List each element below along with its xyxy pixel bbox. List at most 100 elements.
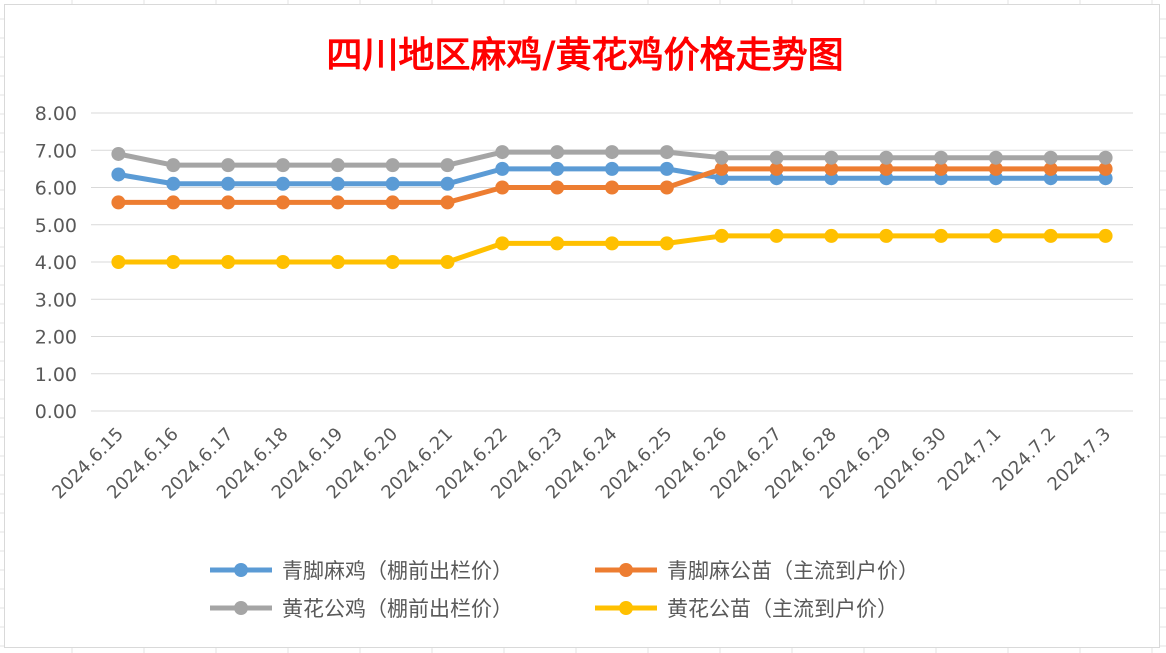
y-tick-label: 4.00: [35, 252, 77, 274]
data-point[interactable]: [934, 228, 949, 243]
data-point[interactable]: [988, 228, 1003, 243]
data-point[interactable]: [1043, 228, 1058, 243]
data-point[interactable]: [440, 158, 455, 173]
chart-title: 四川地区麻鸡/黄花鸡价格走势图: [326, 34, 843, 76]
legend-marker: [619, 563, 633, 577]
data-point[interactable]: [550, 236, 565, 251]
data-point[interactable]: [166, 195, 181, 210]
data-point[interactable]: [495, 180, 510, 195]
data-point[interactable]: [275, 195, 290, 210]
data-point[interactable]: [495, 161, 510, 176]
data-point[interactable]: [879, 228, 894, 243]
data-point[interactable]: [1098, 150, 1113, 165]
data-point[interactable]: [659, 236, 674, 251]
legend[interactable]: 青脚麻鸡（棚前出栏价） 青脚麻公苗（主流到户价） 黄花公鸡（棚前出栏价） 黄花公苗（主…: [210, 559, 919, 621]
data-point[interactable]: [988, 161, 1003, 176]
legend-item[interactable]: 青脚麻公苗（主流到户价）: [595, 559, 919, 583]
series-lines: [111, 145, 1113, 269]
y-tick-label: 6.00: [35, 178, 77, 200]
data-point[interactable]: [111, 195, 126, 210]
y-tick-label: 0.00: [35, 401, 77, 423]
legend-item[interactable]: 黄花公苗（主流到户价）: [595, 597, 898, 621]
data-point[interactable]: [879, 150, 894, 165]
data-point[interactable]: [605, 180, 619, 195]
data-point[interactable]: [440, 176, 455, 191]
data-point[interactable]: [166, 255, 181, 269]
data-point[interactable]: [440, 195, 455, 210]
data-point[interactable]: [550, 180, 565, 195]
data-point[interactable]: [221, 158, 236, 173]
legend-marker: [234, 563, 248, 577]
series-3: [111, 145, 1113, 173]
data-point[interactable]: [111, 167, 126, 182]
data-point[interactable]: [659, 161, 674, 176]
y-tick-label: 3.00: [35, 289, 77, 311]
data-point[interactable]: [495, 236, 510, 251]
data-point[interactable]: [275, 158, 290, 173]
y-tick-label: 5.00: [35, 215, 77, 237]
data-point[interactable]: [934, 161, 949, 176]
data-point[interactable]: [275, 255, 290, 269]
legend-item[interactable]: 青脚麻鸡（棚前出栏价）: [210, 559, 513, 583]
data-point[interactable]: [385, 158, 400, 173]
data-point[interactable]: [550, 145, 565, 160]
data-point[interactable]: [769, 228, 784, 243]
legend-label: 青脚麻鸡（棚前出栏价）: [282, 559, 513, 583]
chart-area[interactable]: 四川地区麻鸡/黄花鸡价格走势图 0.00 1.00 2.00 3.00 4.00 5.00…: [4, 4, 1160, 648]
data-point[interactable]: [659, 145, 674, 160]
y-tick-label: 7.00: [35, 140, 77, 162]
data-point[interactable]: [330, 195, 345, 210]
data-point[interactable]: [166, 158, 181, 173]
data-point[interactable]: [879, 161, 894, 176]
line-chart: 四川地区麻鸡/黄花鸡价格走势图 0.00 1.00 2.00 3.00 4.00 5.00…: [35, 34, 1133, 621]
data-point[interactable]: [275, 176, 290, 191]
y-tick-label: 1.00: [35, 364, 77, 386]
data-point[interactable]: [605, 145, 619, 160]
data-point[interactable]: [221, 255, 236, 269]
data-point[interactable]: [605, 161, 619, 176]
y-tick-label: 8.00: [35, 103, 77, 125]
data-point[interactable]: [824, 228, 839, 243]
data-point[interactable]: [330, 176, 345, 191]
data-point[interactable]: [1098, 228, 1113, 243]
data-point[interactable]: [769, 150, 784, 165]
data-point[interactable]: [988, 150, 1003, 165]
data-point[interactable]: [1043, 150, 1058, 165]
legend-item[interactable]: 黄花公鸡（棚前出栏价）: [210, 597, 513, 621]
data-point[interactable]: [330, 255, 345, 269]
data-point[interactable]: [824, 150, 839, 165]
data-point[interactable]: [385, 195, 400, 210]
data-point[interactable]: [1043, 161, 1058, 176]
data-point[interactable]: [714, 228, 729, 243]
data-point[interactable]: [1098, 161, 1113, 176]
data-point[interactable]: [385, 255, 400, 269]
y-tick-label: 2.00: [35, 327, 77, 349]
data-point[interactable]: [550, 161, 565, 176]
legend-label: 黄花公苗（主流到户价）: [667, 597, 898, 621]
data-point[interactable]: [769, 161, 784, 176]
data-point[interactable]: [934, 150, 949, 165]
data-point[interactable]: [111, 255, 126, 269]
legend-marker: [619, 601, 633, 615]
legend-label: 黄花公鸡（棚前出栏价）: [282, 597, 513, 621]
y-axis-tick-labels: 0.00 1.00 2.00 3.00 4.00 5.00 6.00 7.00 8.00: [35, 103, 77, 423]
data-point[interactable]: [111, 146, 126, 161]
legend-marker: [234, 601, 248, 615]
data-point[interactable]: [714, 161, 729, 176]
data-point[interactable]: [221, 195, 236, 210]
data-point[interactable]: [824, 161, 839, 176]
data-point[interactable]: [221, 176, 236, 191]
data-point[interactable]: [495, 145, 510, 160]
data-point[interactable]: [659, 180, 674, 195]
data-point[interactable]: [440, 255, 455, 269]
series-4: [111, 228, 1113, 269]
data-point[interactable]: [714, 150, 729, 165]
data-point[interactable]: [330, 158, 345, 173]
data-point[interactable]: [385, 176, 400, 191]
data-point[interactable]: [605, 236, 619, 251]
legend-label: 青脚麻公苗（主流到户价）: [667, 559, 919, 583]
x-axis-tick-labels: 2024.6.152024.6.162024.6.172024.6.182024…: [48, 424, 1115, 504]
data-point[interactable]: [166, 176, 181, 191]
series-2: [111, 161, 1113, 210]
